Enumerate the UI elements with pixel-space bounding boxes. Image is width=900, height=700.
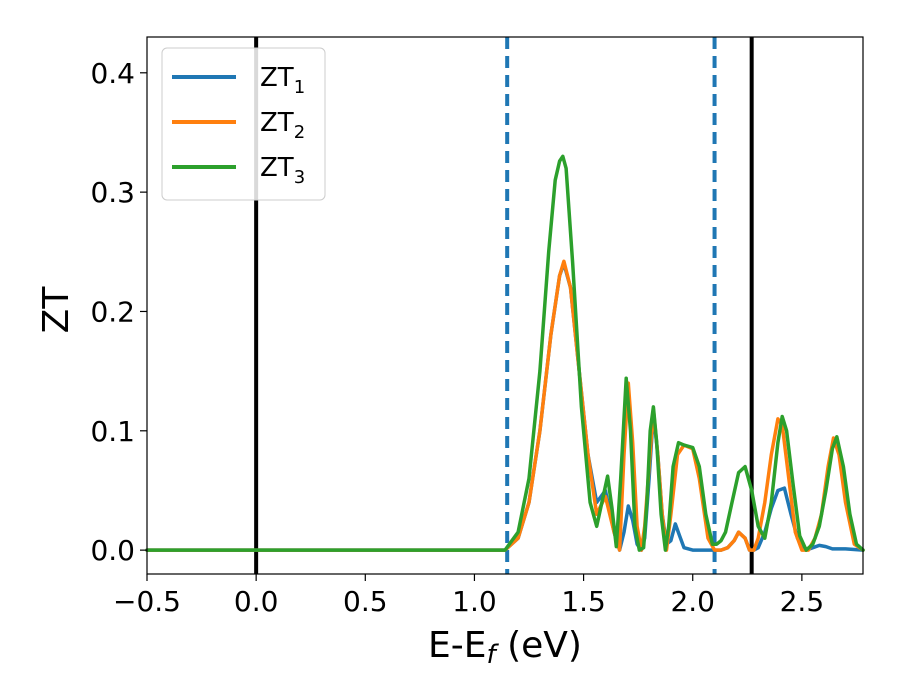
vertical-reference-lines xyxy=(254,37,754,574)
y-tick-label: 0.1 xyxy=(90,415,135,448)
y-axis-title: ZT xyxy=(36,286,77,334)
x-tick-label: 1.0 xyxy=(452,585,497,618)
y-tick-label: 0.3 xyxy=(90,176,135,209)
x-tick-label: 2.0 xyxy=(670,585,715,618)
y-tick-label: 0.2 xyxy=(90,295,135,328)
x-axis-title: E-Ef (eV) xyxy=(428,625,582,670)
x-tick-label: −0.5 xyxy=(113,585,181,618)
y-tick-label: 0.0 xyxy=(90,534,135,567)
x-tick-label: 2.5 xyxy=(780,585,825,618)
legend: ZT1 ZT2 ZT3 xyxy=(161,47,326,201)
x-axis-ticks: −0.5 0.0 0.5 1.0 1.5 2.0 2.5 xyxy=(113,574,824,618)
y-tick-label: 0.4 xyxy=(90,57,135,90)
plot-frame xyxy=(146,36,864,575)
series-lines xyxy=(145,154,865,552)
series-line-3 xyxy=(145,154,865,552)
x-tick-label: 1.5 xyxy=(561,585,606,618)
legend-label-1: ZT1 xyxy=(260,63,305,98)
y-axis-ticks: 0.0 0.1 0.2 0.3 0.4 xyxy=(90,57,147,567)
legend-label-2: ZT2 xyxy=(260,108,305,143)
legend-label-3: ZT3 xyxy=(260,153,305,188)
legend-box xyxy=(161,47,326,201)
x-tick-label: 0.0 xyxy=(234,585,279,618)
x-tick-label: 0.5 xyxy=(343,585,388,618)
